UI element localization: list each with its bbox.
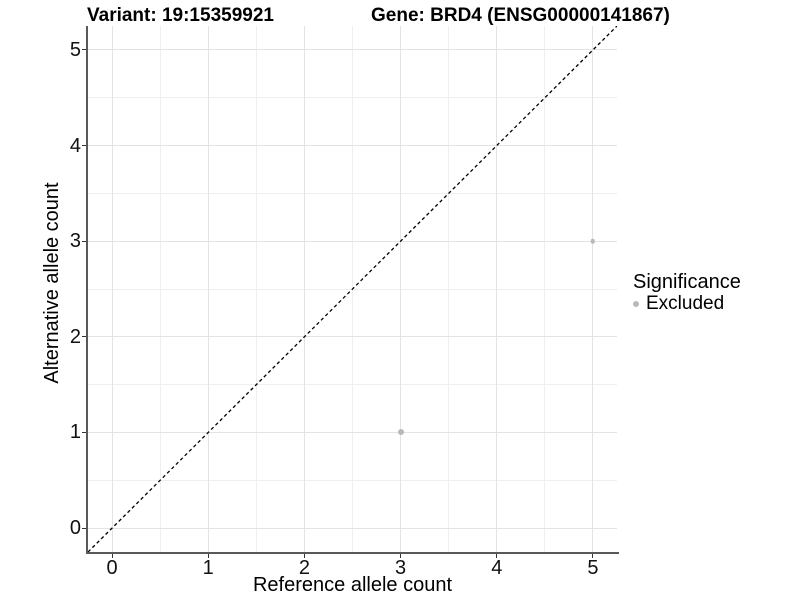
- gridline-minor-horizontal: [88, 97, 617, 99]
- data-point: [590, 238, 596, 244]
- y-tick-mark: [82, 240, 86, 242]
- x-tick-label: 0: [106, 557, 118, 579]
- gridline-major-horizontal: [88, 49, 617, 51]
- plot-title-gene: Gene: BRD4 (ENSG00000141867): [371, 5, 670, 26]
- gridline-major-horizontal: [88, 145, 617, 147]
- gridline-major-horizontal: [88, 431, 617, 433]
- gridline-major-horizontal: [88, 240, 617, 242]
- y-axis-line: [86, 26, 88, 554]
- x-axis-title: Reference allele count: [252, 574, 452, 596]
- x-tick-mark: [592, 554, 594, 558]
- legend-item-label: Excluded: [646, 293, 725, 314]
- y-tick-label: 1: [69, 421, 81, 444]
- x-tick-label: 3: [395, 557, 407, 579]
- y-tick-label: 5: [69, 38, 81, 61]
- gridline-major-vertical: [207, 26, 209, 552]
- gridline-major-horizontal: [88, 527, 617, 529]
- plot-title-variant: Variant: 19:15359921: [87, 5, 274, 26]
- legend-key-dot: [633, 301, 639, 307]
- identity-line-layer: [88, 26, 617, 552]
- y-tick-label: 0: [69, 517, 81, 540]
- y-tick-mark: [82, 336, 86, 338]
- gridline-major-vertical: [400, 26, 402, 552]
- y-tick-label: 4: [69, 134, 81, 157]
- y-tick-mark: [82, 527, 86, 529]
- x-tick-label: 1: [202, 557, 214, 579]
- x-tick-mark: [207, 554, 209, 558]
- y-axis-title: Alternative allele count: [41, 182, 63, 384]
- x-axis-line: [86, 552, 619, 554]
- y-tick-label: 2: [69, 325, 81, 348]
- legend-item-excluded: Excluded: [633, 294, 741, 314]
- gridline-minor-horizontal: [88, 384, 617, 386]
- x-tick-label: 5: [587, 557, 599, 579]
- x-tick-mark: [303, 554, 305, 558]
- x-tick-label: 4: [491, 557, 503, 579]
- gridline-major-horizontal: [88, 336, 617, 338]
- gridline-minor-horizontal: [88, 479, 617, 481]
- y-tick-label: 3: [69, 230, 81, 253]
- x-tick-label: 2: [298, 557, 310, 579]
- gridline-minor-horizontal: [88, 192, 617, 194]
- y-tick-mark: [82, 145, 86, 147]
- legend: Significance Excluded: [633, 271, 741, 314]
- plot-panel: [88, 26, 617, 552]
- data-point: [397, 429, 404, 436]
- gridline-major-vertical: [111, 26, 113, 552]
- gridline-major-vertical: [303, 26, 305, 552]
- x-tick-mark: [111, 554, 113, 558]
- legend-title: Significance: [633, 271, 741, 293]
- y-tick-mark: [82, 49, 86, 51]
- y-tick-mark: [82, 431, 86, 433]
- x-tick-mark: [496, 554, 498, 558]
- identity-line-dashed: [88, 26, 617, 552]
- gridline-major-vertical: [592, 26, 594, 552]
- x-tick-mark: [400, 554, 402, 558]
- gridline-major-vertical: [496, 26, 498, 552]
